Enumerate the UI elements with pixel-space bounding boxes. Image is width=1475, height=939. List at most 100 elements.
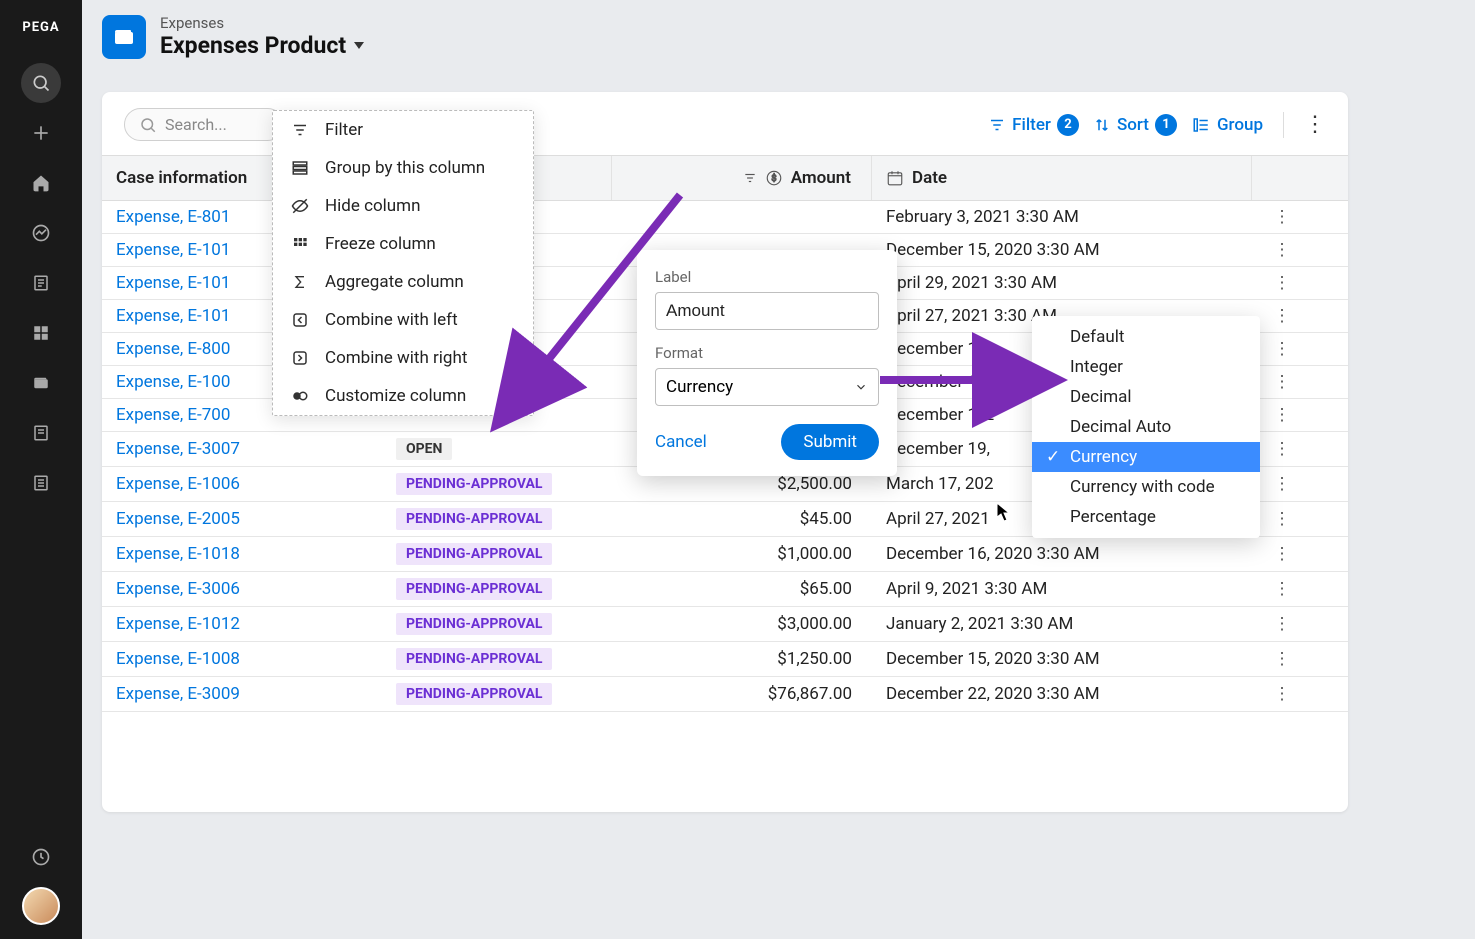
- case-link[interactable]: Expense, E-101: [116, 306, 230, 326]
- row-more-icon[interactable]: ⋮: [1252, 677, 1312, 711]
- dd-integer[interactable]: Integer: [1032, 352, 1260, 382]
- dd-currency[interactable]: Currency: [1032, 442, 1260, 472]
- status-badge: PENDING-APPROVAL: [396, 613, 552, 635]
- table-row: Expense, E-1012 PENDING-APPROVAL $3,000.00…: [102, 607, 1348, 642]
- wallet-icon[interactable]: [21, 363, 61, 403]
- filter-icon: [289, 121, 311, 139]
- page-title-text: Expenses Product: [160, 32, 346, 59]
- clock-icon[interactable]: [21, 837, 61, 877]
- ctx-hide[interactable]: Hide column: [273, 187, 533, 225]
- table-row: Expense, E-3006PENDING-APPROVAL$65.00Apr…: [102, 572, 1348, 607]
- row-more-icon[interactable]: ⋮: [1252, 432, 1312, 466]
- dd-default[interactable]: Default: [1032, 322, 1260, 352]
- status-cell: OPEN: [382, 432, 612, 466]
- avatar[interactable]: [22, 887, 60, 925]
- search-icon[interactable]: [21, 63, 61, 103]
- amount-cell: $3,000.00: [612, 607, 872, 641]
- amount-cell: $76,867.00: [612, 677, 872, 711]
- search-input[interactable]: Search...: [124, 108, 284, 141]
- ctx-combine-right[interactable]: Combine with right: [273, 339, 533, 377]
- row-more-icon[interactable]: ⋮: [1252, 502, 1312, 536]
- calendar-icon: [886, 169, 904, 187]
- date-cell: December 16, 2020 3:30 AM: [872, 537, 1252, 571]
- rows-icon: [289, 159, 311, 177]
- case-link[interactable]: Expense, E-1008: [116, 649, 240, 669]
- doc-icon[interactable]: [21, 263, 61, 303]
- dd-decimal[interactable]: Decimal: [1032, 382, 1260, 412]
- case-link[interactable]: Expense, E-1006: [116, 474, 240, 494]
- row-more-icon[interactable]: ⋮: [1252, 201, 1312, 233]
- sigma-icon: [289, 273, 311, 291]
- case-link[interactable]: Expense, E-100: [116, 372, 230, 392]
- page-title[interactable]: Expenses Product: [160, 32, 364, 59]
- date-cell: April 9, 2021 3:30 AM: [872, 572, 1252, 606]
- row-more-icon[interactable]: ⋮: [1252, 537, 1312, 571]
- ctx-aggregate[interactable]: Aggregate column: [273, 263, 533, 301]
- row-more-icon[interactable]: ⋮: [1252, 234, 1312, 266]
- row-more-icon[interactable]: ⋮: [1252, 267, 1312, 299]
- cancel-button[interactable]: Cancel: [655, 432, 707, 452]
- status-badge: OPEN: [396, 438, 452, 460]
- row-more-icon[interactable]: ⋮: [1252, 467, 1312, 501]
- group-button[interactable]: Group: [1191, 115, 1263, 135]
- combine-left-icon: [289, 311, 311, 329]
- sort-button[interactable]: Sort 1: [1093, 114, 1177, 136]
- case-link[interactable]: Expense, E-101: [116, 273, 230, 293]
- filter-icon: [988, 116, 1006, 134]
- eye-off-icon: [289, 197, 311, 215]
- filter-button[interactable]: Filter 2: [988, 114, 1079, 136]
- date-cell: December 15, 2020 3:30 AM: [872, 642, 1252, 676]
- apps-icon[interactable]: [21, 313, 61, 353]
- row-more-icon[interactable]: ⋮: [1252, 642, 1312, 676]
- doc3-icon[interactable]: [21, 463, 61, 503]
- row-more-icon[interactable]: ⋮: [1252, 399, 1312, 431]
- col-amount-label: Amount: [791, 168, 851, 188]
- case-link[interactable]: Expense, E-3007: [116, 439, 240, 459]
- case-link[interactable]: Expense, E-1018: [116, 544, 240, 564]
- status-cell: PENDING-APPROVAL: [382, 467, 612, 501]
- svg-text:$: $: [771, 173, 776, 184]
- sort-count-badge: 1: [1155, 114, 1177, 136]
- col-date[interactable]: Date: [872, 156, 1252, 200]
- ctx-combine-left[interactable]: Combine with left: [273, 301, 533, 339]
- ctx-freeze[interactable]: Freeze column: [273, 225, 533, 263]
- case-link[interactable]: Expense, E-801: [116, 207, 230, 227]
- sort-icon: [1093, 116, 1111, 134]
- case-link[interactable]: Expense, E-3009: [116, 684, 240, 704]
- row-more-icon[interactable]: ⋮: [1252, 366, 1312, 398]
- amount-cell: $1,000.00: [612, 537, 872, 571]
- submit-button[interactable]: Submit: [781, 424, 879, 460]
- row-more-icon[interactable]: ⋮: [1252, 572, 1312, 606]
- row-more-icon[interactable]: ⋮: [1252, 300, 1312, 332]
- status-badge: PENDING-APPROVAL: [396, 508, 552, 530]
- case-cell: Expense, E-1018: [102, 537, 382, 571]
- breadcrumb: Expenses: [160, 14, 364, 32]
- status-cell: PENDING-APPROVAL: [382, 537, 612, 571]
- case-link[interactable]: Expense, E-2005: [116, 509, 240, 529]
- sidebar: PEGA: [0, 0, 82, 939]
- row-more-icon[interactable]: ⋮: [1252, 333, 1312, 365]
- ctx-group[interactable]: Group by this column: [273, 149, 533, 187]
- status-badge: PENDING-APPROVAL: [396, 648, 552, 670]
- doc2-icon[interactable]: [21, 413, 61, 453]
- case-link[interactable]: Expense, E-1012: [116, 614, 240, 634]
- dd-currency-code[interactable]: Currency with code: [1032, 472, 1260, 502]
- case-link[interactable]: Expense, E-101: [116, 240, 230, 260]
- case-link[interactable]: Expense, E-700: [116, 405, 230, 425]
- ctx-filter[interactable]: Filter: [273, 111, 533, 149]
- case-link[interactable]: Expense, E-800: [116, 339, 230, 359]
- case-link[interactable]: Expense, E-3006: [116, 579, 240, 599]
- dd-decimal-auto[interactable]: Decimal Auto: [1032, 412, 1260, 442]
- status-badge: PENDING-APPROVAL: [396, 543, 552, 565]
- annotation-arrow-2: [870, 360, 1040, 404]
- more-icon[interactable]: ⋮: [1304, 112, 1326, 137]
- dd-percentage[interactable]: Percentage: [1032, 502, 1260, 532]
- home-icon[interactable]: [21, 163, 61, 203]
- status-badge: PENDING-APPROVAL: [396, 473, 552, 495]
- plus-icon[interactable]: [21, 113, 61, 153]
- case-cell: Expense, E-2005: [102, 502, 382, 536]
- explore-icon[interactable]: [21, 213, 61, 253]
- grid-icon: [289, 236, 311, 252]
- row-more-icon[interactable]: ⋮: [1252, 607, 1312, 641]
- ctx-customize[interactable]: Customize column: [273, 377, 533, 415]
